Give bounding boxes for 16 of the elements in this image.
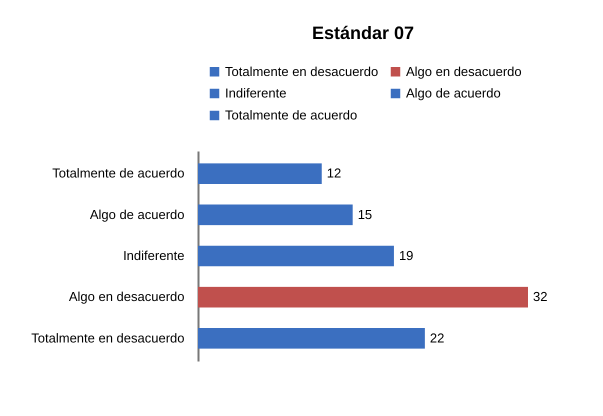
legend-label: Algo en desacuerdo <box>406 64 522 79</box>
y-tick-label: Totalmente en desacuerdo <box>31 330 184 346</box>
y-tick-label: Indiferente <box>123 248 184 263</box>
legend-label: Algo de acuerdo <box>406 86 501 100</box>
legend-label: Totalmente de acuerdo <box>225 108 358 122</box>
legend-label: Totalmente en desacuerdo <box>225 64 378 79</box>
data-label: 22 <box>430 330 444 346</box>
y-tick-label: Algo de acuerdo <box>90 206 184 222</box>
data-label: 19 <box>398 248 414 263</box>
data-label: 15 <box>358 206 372 222</box>
y-tick-label: Algo en desacuerdo <box>68 289 184 304</box>
chart-title: Estándar 07 <box>312 23 414 43</box>
data-label: 32 <box>533 289 548 304</box>
data-label: 12 <box>326 166 342 181</box>
legend-label: Indiferente <box>225 86 286 100</box>
y-tick-label: Totalmente de acuerdo <box>52 166 184 181</box>
